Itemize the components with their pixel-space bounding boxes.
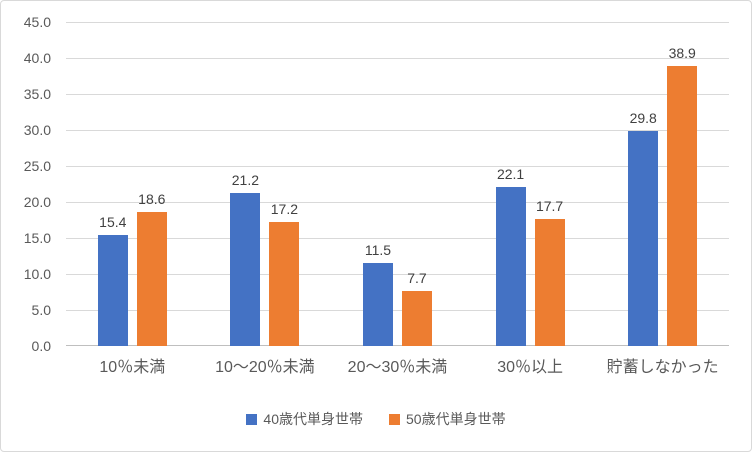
y-axis-tick-label: 25.0 xyxy=(23,158,51,174)
y-axis-tick-label: 0.0 xyxy=(31,338,51,354)
x-axis-category-label: 30％以上 xyxy=(497,359,563,376)
gridline xyxy=(66,94,729,95)
bar: 29.8 xyxy=(628,110,659,346)
bar: 15.4 xyxy=(97,214,128,346)
x-axis-category-label: 10～20％未満 xyxy=(215,359,315,376)
bar-group: 11.5 7.7 xyxy=(331,22,464,346)
bar-value-label: 15.4 xyxy=(99,214,127,231)
bar: 11.5 xyxy=(362,242,393,346)
bar: 17.7 xyxy=(534,198,565,346)
y-axis-tick-label: 35.0 xyxy=(23,86,51,102)
y-axis-tick-label: 45.0 xyxy=(23,14,51,30)
gridline xyxy=(66,130,729,131)
legend-swatch-icon xyxy=(246,413,258,425)
bar-group: 21.2 17.2 xyxy=(199,22,332,346)
x-axis-line xyxy=(66,345,729,346)
bar-value-label: 21.2 xyxy=(231,172,260,189)
legend-label: 50歳代単身世帯 xyxy=(406,411,506,427)
bar: 18.6 xyxy=(136,191,167,346)
y-axis-tick-label: 30.0 xyxy=(23,122,51,138)
bar: 21.2 xyxy=(230,172,261,346)
gridline xyxy=(66,166,729,167)
y-axis-tick-label: 5.0 xyxy=(31,302,51,318)
legend-item: 50歳代単身世帯 xyxy=(389,407,506,431)
bar-value-label: 22.1 xyxy=(496,165,525,182)
bar-value-label: 18.6 xyxy=(138,191,166,208)
legend-item: 40歳代単身世帯 xyxy=(246,407,363,431)
gridline xyxy=(66,58,729,59)
bar-value-label: 38.9 xyxy=(668,44,696,61)
bar: 17.2 xyxy=(269,201,300,346)
bar-value-label: 29.8 xyxy=(629,110,657,127)
bar-value-label: 11.5 xyxy=(364,242,392,259)
gridline xyxy=(66,22,729,23)
gridline xyxy=(66,310,729,311)
y-axis-tick-label: 10.0 xyxy=(23,266,51,282)
bar: 7.7 xyxy=(401,270,432,346)
gridline xyxy=(66,238,729,239)
bar-value-label: 17.2 xyxy=(270,201,299,218)
gridline xyxy=(66,202,729,203)
bar-value-label: 7.7 xyxy=(407,269,427,286)
x-axis-category-label: 貯蓄しなかった xyxy=(606,359,719,376)
gridline xyxy=(66,274,729,275)
bar-group: 29.8 38.9 xyxy=(596,22,729,346)
plot-area: 15.4 18.6 21.2 17.2 11.5 7.7 22.1 17.7 29.8 38.9 xyxy=(66,22,729,346)
y-axis-tick-label: 20.0 xyxy=(23,194,51,210)
bar: 38.9 xyxy=(667,45,698,346)
bar-value-label: 17.7 xyxy=(535,197,564,214)
x-axis-category-label: 20～30％未満 xyxy=(347,359,448,376)
y-axis-tick-label: 15.0 xyxy=(23,230,51,246)
bar-group: 15.4 18.6 xyxy=(66,22,199,346)
bar-group: 22.1 17.7 xyxy=(464,22,597,346)
bar: 22.1 xyxy=(495,166,526,346)
legend-swatch-icon xyxy=(389,413,400,425)
x-axis-category-label: 10％未満 xyxy=(99,359,166,376)
y-axis-tick-label: 40.0 xyxy=(23,50,51,66)
legend: 40歳代単身世帯 50歳代単身世帯 xyxy=(1,407,751,431)
legend-label: 40歳代単身世帯 xyxy=(263,411,363,427)
